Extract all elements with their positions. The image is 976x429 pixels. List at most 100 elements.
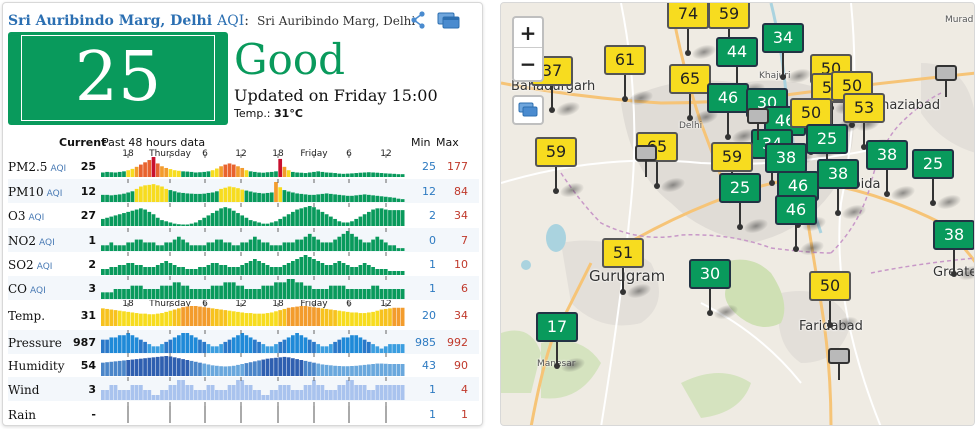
history-sparkline[interactable] xyxy=(101,353,405,377)
spark-bar xyxy=(362,385,367,400)
aqi-map-marker[interactable]: 38 xyxy=(866,140,908,197)
spark-bar xyxy=(130,359,135,376)
aqi-map-marker[interactable]: 65 xyxy=(669,64,711,121)
spark-bar xyxy=(392,210,397,226)
spark-bar xyxy=(105,269,109,275)
spark-bar xyxy=(371,209,375,226)
aqi-map-marker[interactable]: 50 xyxy=(809,271,851,328)
spark-bar xyxy=(362,172,367,177)
aqi-map-marker[interactable]: 25 xyxy=(719,173,761,230)
spark-bar xyxy=(329,390,333,400)
aqi-map-marker[interactable]: 74 xyxy=(667,3,709,56)
spark-bar xyxy=(358,172,363,177)
spark-bar xyxy=(240,265,245,275)
aqi-map[interactable]: BahadurgarhDelhiGurugramFaridabadNoidaGh… xyxy=(500,2,975,426)
history-sparkline[interactable] xyxy=(101,228,405,252)
spark-bar xyxy=(274,311,278,326)
current-header: Current xyxy=(59,136,107,149)
aqi-map-marker[interactable]: 59 xyxy=(535,137,577,194)
aqi-map-marker[interactable]: 59 xyxy=(708,3,750,56)
aqi-map-marker[interactable]: 50 xyxy=(790,98,832,155)
spark-bar xyxy=(181,267,185,275)
spark-bar xyxy=(231,210,236,226)
spark-bar xyxy=(219,208,223,226)
spark-bar xyxy=(126,192,131,202)
unit-label: AQI xyxy=(46,189,63,199)
aqi-map-marker[interactable]: 38 xyxy=(933,220,974,277)
nodata-map-marker[interactable] xyxy=(818,348,860,380)
layers-button[interactable] xyxy=(512,95,544,125)
spark-bar xyxy=(400,385,405,400)
aqi-map-marker[interactable]: 30 xyxy=(689,259,731,316)
spark-bar xyxy=(333,194,337,202)
nodata-map-marker[interactable] xyxy=(925,65,967,97)
aqi-map-marker[interactable]: 25 xyxy=(912,149,954,206)
spark-bar xyxy=(282,265,287,275)
spark-bar xyxy=(227,267,232,275)
aqi-map-marker[interactable]: 25 xyxy=(806,124,848,181)
aqi-map-marker[interactable]: 51 xyxy=(602,238,644,295)
marker-stem xyxy=(757,124,759,140)
spark-bar xyxy=(362,313,367,326)
spark-bar xyxy=(354,267,359,275)
spark-bar xyxy=(341,285,346,299)
spark-bar xyxy=(282,190,287,202)
aqi-map-marker[interactable]: 61 xyxy=(604,45,646,102)
history-sparkline[interactable] xyxy=(101,252,405,276)
spark-bar xyxy=(240,333,245,353)
spark-bar xyxy=(278,357,283,376)
spark-bar xyxy=(210,308,215,326)
spark-bar xyxy=(388,245,392,251)
spark-bar xyxy=(172,337,177,353)
aqi-map-marker[interactable]: 44 xyxy=(716,37,758,94)
history-sparkline[interactable] xyxy=(101,402,405,426)
spark-bar xyxy=(337,194,342,202)
pollutant-name: CO xyxy=(8,282,28,296)
spark-bar xyxy=(215,191,219,202)
spark-bar xyxy=(341,233,346,251)
table-row: CO AQI 3 1 6 xyxy=(8,276,479,300)
station-link[interactable]: Sri Auribindo Marg, Delhi xyxy=(8,13,213,29)
spark-bar xyxy=(371,390,375,400)
spark-bar xyxy=(282,385,287,400)
aqi-map-marker[interactable]: 59 xyxy=(711,142,753,199)
history-sparkline[interactable] xyxy=(101,303,405,327)
spark-bar xyxy=(236,364,240,376)
nodata-map-marker[interactable] xyxy=(625,145,667,177)
history-sparkline[interactable] xyxy=(101,179,405,203)
marker-value: 44 xyxy=(716,37,758,67)
row-label: NO2 AQI xyxy=(8,234,55,248)
spark-bar xyxy=(215,285,219,299)
zoom-in-button[interactable]: + xyxy=(514,18,542,48)
history-sparkline[interactable] xyxy=(101,276,405,300)
spark-bar xyxy=(295,306,299,326)
aqi-map-marker[interactable]: 17 xyxy=(536,312,578,369)
history-sparkline[interactable] xyxy=(101,377,405,401)
spark-bar xyxy=(396,364,401,376)
aqi-map-marker[interactable]: 53 xyxy=(843,93,885,150)
spark-bar xyxy=(113,194,118,202)
spark-bar xyxy=(210,263,215,275)
spark-bar xyxy=(269,267,274,275)
zoom-out-button[interactable]: − xyxy=(519,52,537,76)
share-icon[interactable] xyxy=(410,11,426,29)
windows-icon[interactable] xyxy=(437,12,461,30)
spark-bar xyxy=(223,310,228,326)
history-sparkline[interactable] xyxy=(101,330,405,354)
spark-bar xyxy=(278,385,283,400)
history-sparkline[interactable] xyxy=(101,203,405,227)
aqi-map-marker[interactable]: 38 xyxy=(817,159,859,216)
spark-bar xyxy=(160,263,164,275)
spark-bar xyxy=(206,265,211,275)
aqi-map-marker[interactable]: 46 xyxy=(775,195,817,252)
spark-bar xyxy=(101,194,105,202)
spark-bar xyxy=(193,172,198,177)
aqi-map-marker[interactable]: 34 xyxy=(762,23,804,80)
spark-bar xyxy=(257,222,261,226)
nodata-map-marker[interactable] xyxy=(737,108,779,140)
history-sparkline[interactable] xyxy=(101,154,405,178)
place-label: Ghaziabad xyxy=(871,98,941,113)
spark-bar xyxy=(320,171,325,177)
max-value: 10 xyxy=(454,258,468,271)
spark-bar xyxy=(383,196,388,202)
